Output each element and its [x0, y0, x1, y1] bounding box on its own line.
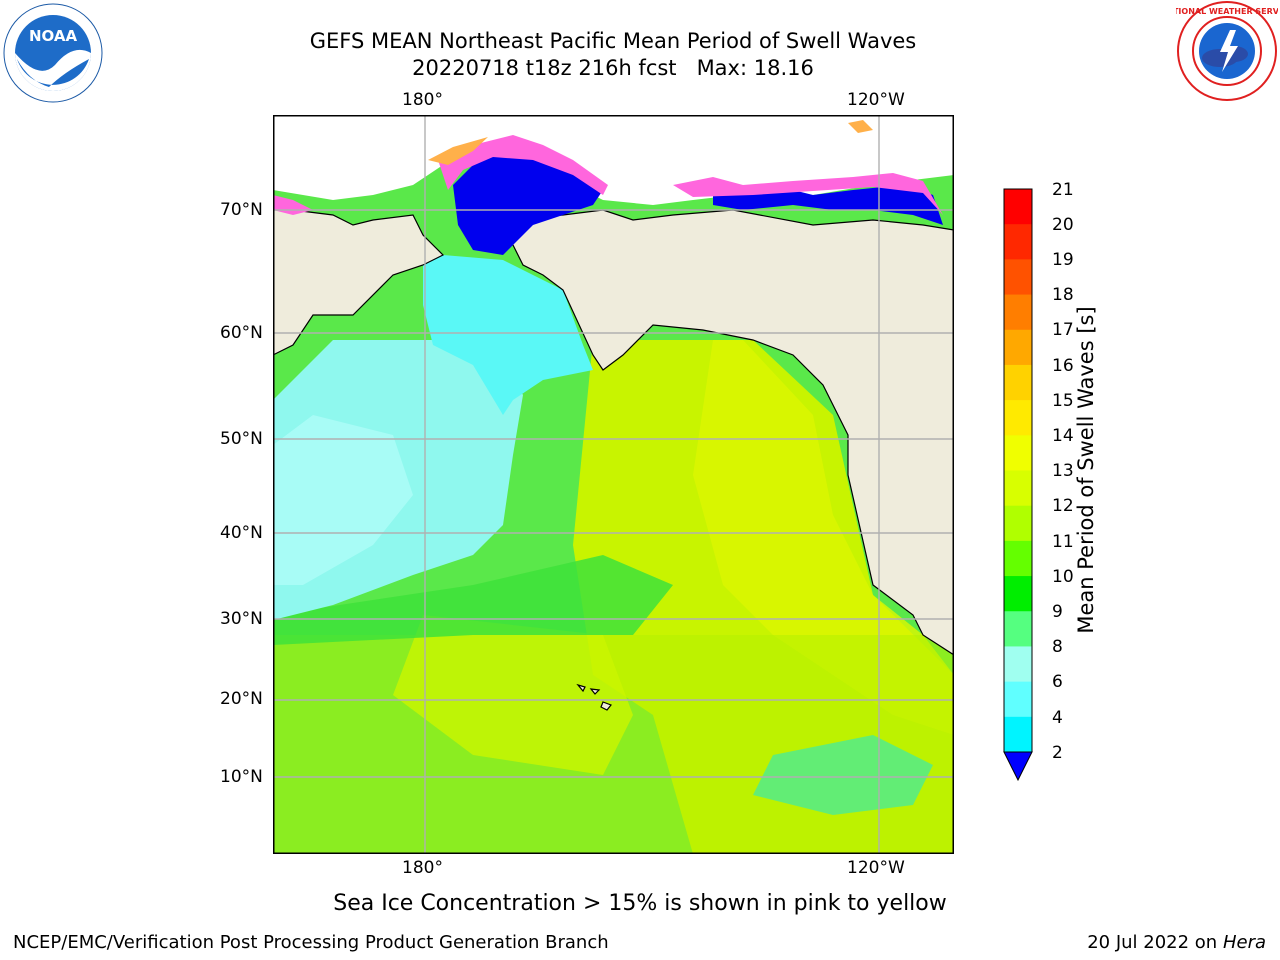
colorbar-tick-21: 21: [1052, 180, 1074, 200]
lon-tick-top-180: 180°: [402, 90, 443, 110]
lat-tick-20n: 20°N: [220, 689, 263, 709]
colorbar-segment: [1004, 294, 1032, 331]
colorbar-segment: [1004, 435, 1032, 471]
colorbar-svg: [1003, 188, 1033, 782]
nws-logo-text: NATIONAL WEATHER SERVICE: [1176, 7, 1278, 16]
colorbar-tick-8: 8: [1052, 637, 1063, 657]
colorbar-segment: [1004, 400, 1032, 436]
lat-tick-60n: 60°N: [220, 323, 263, 343]
colorbar-segment: [1004, 716, 1032, 753]
colorbar-tick-18: 18: [1052, 285, 1074, 305]
colorbar-tick-4: 4: [1052, 708, 1063, 728]
colorbar-tick-16: 16: [1052, 356, 1074, 376]
colorbar-segment: [1004, 329, 1032, 366]
lon-tick-bottom-120w: 120°W: [847, 858, 905, 878]
sea-ice-orange: [428, 137, 488, 165]
noaa-logo-text: NOAA: [29, 27, 78, 45]
colorbar-tick-14: 14: [1052, 426, 1074, 446]
chart-title-line2: 20220718 t18z 216h fcst Max: 18.16: [412, 56, 814, 80]
colorbar-extend-arrow: [1003, 751, 1033, 782]
colorbar-tick-13: 13: [1052, 461, 1074, 481]
lat-tick-50n: 50°N: [220, 429, 263, 449]
colorbar-segment: [1004, 364, 1032, 401]
colorbar-segment: [1004, 470, 1032, 507]
colorbar-tick-2: 2: [1052, 743, 1063, 763]
swell-field-central-yellow: [393, 615, 633, 775]
colorbar-tick-15: 15: [1052, 391, 1074, 411]
sea-ice-orange-ne: [848, 120, 873, 133]
land-siberia: [273, 194, 445, 356]
colorbar-tick-17: 17: [1052, 320, 1074, 340]
lon-tick-bottom-180: 180°: [402, 858, 443, 878]
swell-field-pale-cyan: [273, 415, 413, 585]
lon-tick-top-120w: 120°W: [847, 90, 905, 110]
colorbar-segment: [1004, 189, 1032, 225]
arctic-deep-blue-east: [713, 185, 943, 225]
lat-tick-10n: 10°N: [220, 767, 263, 787]
colorbar-label: Mean Period of Swell Waves [s]: [1074, 306, 1098, 634]
footer-date: 20 Jul 2022 on: [1087, 932, 1223, 953]
colorbar-segment: [1004, 646, 1032, 683]
footer-right: 20 Jul 2022 on Hera: [1087, 932, 1266, 954]
colorbar-tick-12: 12: [1052, 496, 1074, 516]
colorbar-segment: [1004, 505, 1032, 542]
lat-tick-30n: 30°N: [220, 609, 263, 629]
colorbar-tick-10: 10: [1052, 567, 1074, 587]
graticule: [273, 115, 954, 854]
footer-left: NCEP/EMC/Verification Post Processing Pr…: [13, 932, 609, 953]
swell-field-teal-patch: [753, 735, 933, 815]
swell-field-green-band: [273, 555, 673, 645]
arctic-deep-blue: [453, 150, 603, 255]
colorbar: [1000, 187, 1036, 787]
colorbar-segment: [1004, 224, 1032, 260]
colorbar-segment: [1004, 576, 1032, 612]
sea-ice-pink-west: [438, 135, 608, 195]
colorbar-segment: [1004, 259, 1032, 296]
colorbar-tick-9: 9: [1052, 602, 1063, 622]
lat-tick-40n: 40°N: [220, 523, 263, 543]
colorbar-segment: [1004, 540, 1032, 577]
noaa-logo: NOAA: [3, 3, 103, 103]
footer-host: Hera: [1222, 932, 1266, 953]
land-hawaii: [576, 683, 612, 711]
colorbar-tick-19: 19: [1052, 250, 1074, 270]
sea-ice-pink-east: [673, 173, 943, 215]
map-panel: [273, 115, 954, 854]
colorbar-segment: [1004, 681, 1032, 718]
chart-title-line1: GEFS MEAN Northeast Pacific Mean Period …: [309, 29, 917, 53]
swell-field-bering: [423, 255, 593, 415]
colorbar-frame: [1003, 188, 1033, 753]
colorbar-tick-20: 20: [1052, 215, 1074, 235]
map-frame: [273, 115, 954, 854]
colorbar-tick-6: 6: [1052, 672, 1063, 692]
colorbar-tick-11: 11: [1052, 532, 1074, 552]
lat-tick-70n: 70°N: [220, 200, 263, 220]
colorbar-ticks: 21 20 19 18 17 16 15 14 13 12 11 10 9 8 …: [1052, 180, 1112, 770]
sea-ice-caption: Sea Ice Concentration > 15% is shown in …: [333, 891, 947, 916]
nws-logo: NATIONAL WEATHER SERVICE: [1176, 0, 1278, 102]
colorbar-segment: [1004, 611, 1032, 647]
